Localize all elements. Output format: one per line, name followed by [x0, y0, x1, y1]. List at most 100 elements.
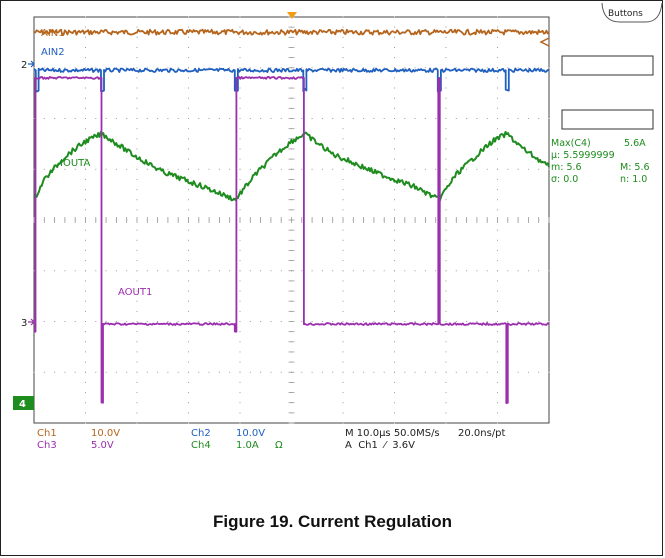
grid-dot [126, 321, 128, 322]
channel-marker-4-box [13, 396, 34, 410]
grid-dot [497, 199, 498, 201]
grid-dot [188, 16, 189, 18]
grid-dot [167, 168, 169, 170]
grid-dot [517, 67, 519, 69]
grid-dot [136, 107, 138, 109]
grid-dot [146, 321, 148, 322]
grid-dot [85, 300, 86, 302]
grid-dot [445, 249, 447, 251]
grid-dot [167, 118, 169, 119]
grid-dot [260, 321, 262, 322]
grid-dot [136, 392, 138, 394]
grid-dot [157, 321, 159, 322]
grid-dot [85, 97, 86, 99]
grid-dot [85, 392, 86, 394]
grid-dot [95, 67, 97, 69]
grid-dot [383, 67, 385, 69]
grid-dot [414, 321, 416, 322]
grid-dot [188, 239, 189, 241]
grid-dot [435, 67, 437, 69]
grid-dot [435, 168, 437, 170]
grid-dot [64, 270, 66, 272]
grid-dot [527, 270, 529, 272]
grid-dot [85, 158, 86, 160]
grid-dot [95, 270, 97, 272]
grid-dot [136, 87, 138, 89]
grid-dot [188, 107, 189, 109]
grid-dot [43, 168, 45, 170]
grid-dot [342, 97, 344, 99]
grid-dot [332, 118, 334, 119]
grid-dot [126, 118, 128, 119]
grid-dot [146, 371, 148, 373]
grid-dot [239, 341, 241, 343]
grid-dot [342, 341, 344, 343]
grid-dot [239, 371, 241, 373]
grid-dot [136, 67, 138, 69]
grid-dot [188, 229, 189, 231]
grid-dot [64, 67, 66, 69]
grid-dot [445, 239, 447, 241]
grid-dot [497, 158, 498, 160]
grid-dot [445, 351, 447, 353]
buttons-tab-label: Buttons [608, 9, 643, 19]
grid-dot [455, 168, 457, 170]
grid-dot [445, 128, 447, 130]
grid-dot [146, 67, 148, 69]
grid-dot [548, 321, 550, 322]
grid-dot [466, 168, 468, 170]
grid-dot [497, 16, 498, 18]
grid-dot [188, 209, 189, 211]
buttons-tab[interactable] [601, 2, 663, 23]
grid-dot [136, 371, 138, 373]
grid-dot [95, 168, 97, 170]
grid-dot [74, 67, 76, 69]
grid-dot [239, 422, 241, 424]
grid-dot [311, 118, 313, 119]
grid-dot [476, 168, 478, 170]
grid-dot [239, 249, 241, 251]
grid-dot [188, 189, 189, 191]
grid-dot [394, 47, 395, 48]
grid-dot [394, 138, 395, 140]
grid-dot [85, 321, 86, 322]
grid-dot [342, 199, 344, 201]
grid-dot [342, 351, 344, 353]
grid-dot [538, 67, 540, 69]
grid-dot [548, 371, 550, 373]
grid-dot [466, 118, 468, 119]
grid-dot [85, 381, 86, 383]
grid-dot [466, 67, 468, 69]
grid-dot [136, 148, 138, 150]
grid-dot [394, 341, 395, 343]
grid-dot [352, 168, 354, 170]
grid-dot [85, 16, 86, 18]
grid-dot [188, 87, 189, 89]
trace-label-ain2: AIN2 [41, 47, 65, 58]
grid-dot [497, 87, 498, 89]
measure-mean: µ: 5.5999999 [551, 150, 615, 161]
grid-dot [239, 260, 241, 262]
grid-dot [188, 290, 189, 292]
grid-dot [239, 402, 241, 404]
grid-dot [394, 381, 395, 383]
grid-dot [188, 36, 189, 38]
grid-dot [136, 36, 138, 38]
grid-dot [383, 321, 385, 322]
grid-dot [239, 310, 241, 312]
grid-dot [188, 148, 189, 150]
grid-dot [342, 270, 344, 272]
channel-marker-4: 4 [19, 399, 26, 410]
grid-dot [33, 371, 35, 373]
grid-dot [332, 321, 334, 322]
grid-dot [167, 67, 169, 69]
trace-iouta [33, 130, 550, 202]
grid-dot [239, 138, 241, 140]
grid-dot [85, 290, 86, 292]
channel-marker-2-arrow [28, 60, 35, 68]
grid-dot [177, 168, 179, 170]
grid-dot [239, 47, 241, 48]
grid-dot [497, 178, 498, 180]
grid-dot [85, 422, 86, 424]
